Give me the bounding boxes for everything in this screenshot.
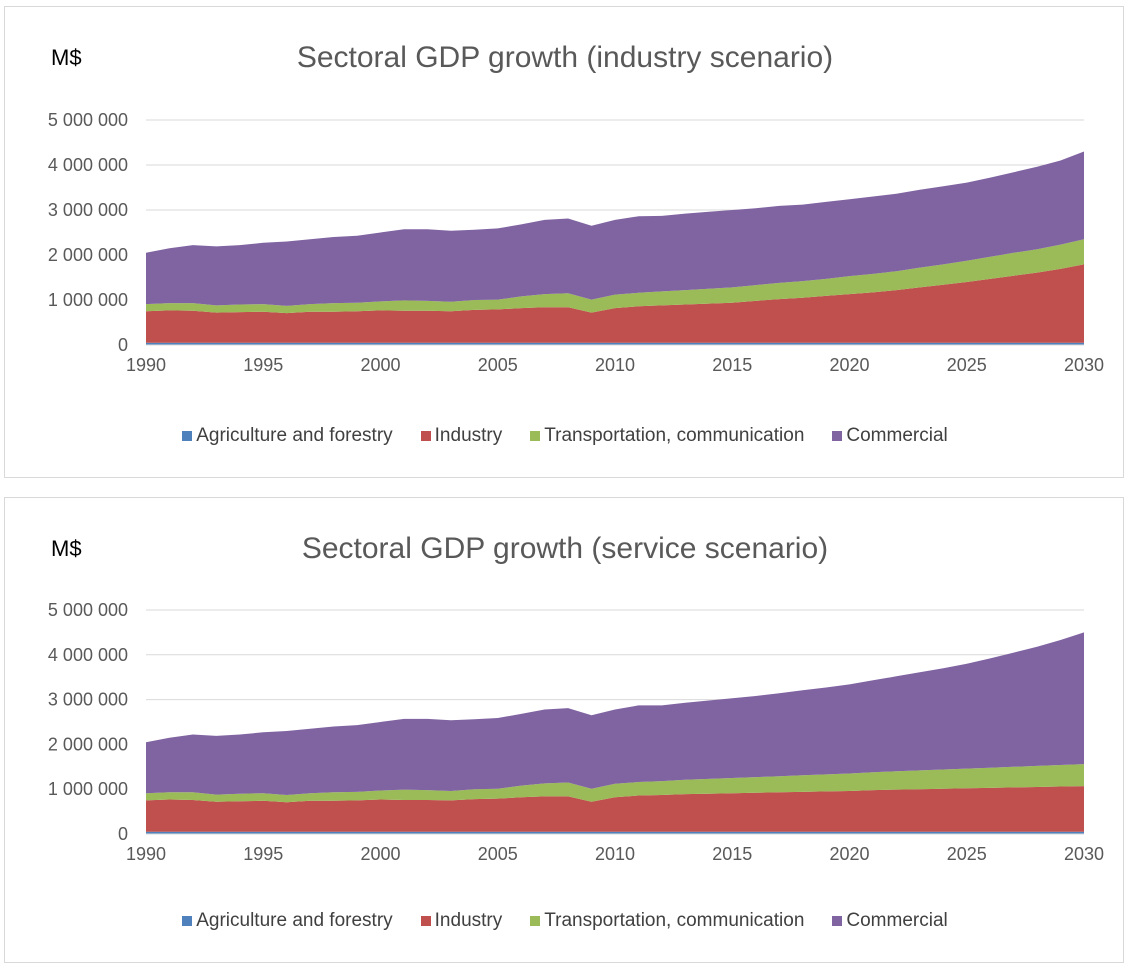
x-tick-label: 2030 [1064,844,1104,864]
chart-title: Sectoral GDP growth (service scenario) [301,532,829,565]
x-tick-label: 2015 [712,355,752,375]
area-industry [146,786,1084,832]
y-tick-label: 0 [118,824,128,844]
area-transportation-communication [146,239,1084,314]
chart-legend: Agriculture and forestry Industry Transp… [5,425,1125,447]
y-unit-label: M$ [51,536,82,561]
legend-swatch [530,431,541,441]
x-tick-label: 2000 [360,844,400,864]
legend-swatch [182,431,193,441]
x-tick-label: 1990 [126,355,166,375]
y-tick-label: 4 000 000 [48,645,128,665]
y-tick-label: 2 000 000 [48,245,128,265]
y-tick-label: 1 000 000 [48,779,128,799]
x-tick-label: 2020 [829,844,869,864]
area-industry [146,264,1084,343]
x-tick-label: 2020 [829,355,869,375]
legend-label: Agriculture and forestry [196,910,393,931]
chart-panel-service-scenario: 0 1 000 000 2 000 000 3 000 000 4 000 000 5 0… [4,497,1124,963]
y-tick-label: 5 000 000 [48,110,128,130]
legend-item-agriculture: Agriculture and forestry [182,910,393,932]
y-tick-label: 3 000 000 [48,690,128,710]
legend-label: Transportation, communication [544,910,805,931]
legend-swatch [832,431,843,441]
x-tick-label: 2030 [1064,355,1104,375]
chart-title: Sectoral GDP growth (industry scenario) [296,41,834,74]
legend-label: Industry [434,425,503,446]
x-tick-label: 2010 [595,355,635,375]
x-tick-label: 2000 [360,355,400,375]
x-tick-label: 1990 [126,844,166,864]
y-tick-label: 2 000 000 [48,734,128,754]
legend-item-transportation: Transportation, communication [530,425,804,447]
legend-swatch [420,431,431,441]
y-tick-label: 3 000 000 [48,200,128,220]
y-tick-label: 5 000 000 [48,600,128,620]
y-unit-label: M$ [51,45,82,70]
x-tick-label: 1995 [243,355,283,375]
x-tick-label: 2025 [947,844,987,864]
chart-legend: Agriculture and forestry Industry Transp… [5,910,1125,932]
legend-item-commercial: Commercial [832,425,948,447]
legend-label: Commercial [846,910,948,931]
area-chart: 0 1 000 000 2 000 000 3 000 000 4 000 000 5 0… [48,600,1104,864]
area-transportation-communication [146,764,1084,803]
area-agriculture-and-forestry [146,342,1084,345]
chart-panel-industry-scenario: 0 1 000 000 2 000 000 3 000 000 4 000 000 5 0… [4,6,1124,478]
legend-label: Commercial [846,425,948,446]
legend-label: Agriculture and forestry [196,425,393,446]
x-tick-label: 2025 [947,355,987,375]
legend-item-commercial: Commercial [832,910,948,932]
legend-item-agriculture: Agriculture and forestry [182,425,393,447]
area-commercial [146,151,1084,306]
x-tick-label: 1995 [243,844,283,864]
y-tick-label: 0 [118,335,128,355]
x-tick-label: 2010 [595,844,635,864]
y-tick-label: 4 000 000 [48,155,128,175]
y-tick-label: 1 000 000 [48,290,128,310]
x-tick-label: 2005 [478,355,518,375]
legend-label: Transportation, communication [544,425,805,446]
legend-swatch [530,916,541,926]
area-chart: 0 1 000 000 2 000 000 3 000 000 4 000 000 5 0… [48,110,1104,375]
x-tick-label: 2015 [712,844,752,864]
legend-item-industry: Industry [420,910,503,932]
legend-item-transportation: Transportation, communication [530,910,804,932]
area-commercial [146,632,1084,795]
area-agriculture-and-forestry [146,831,1084,834]
legend-swatch [420,916,431,926]
legend-swatch [182,916,193,926]
x-tick-label: 2005 [478,844,518,864]
legend-swatch [832,916,843,926]
legend-label: Industry [434,910,503,931]
legend-item-industry: Industry [420,425,503,447]
